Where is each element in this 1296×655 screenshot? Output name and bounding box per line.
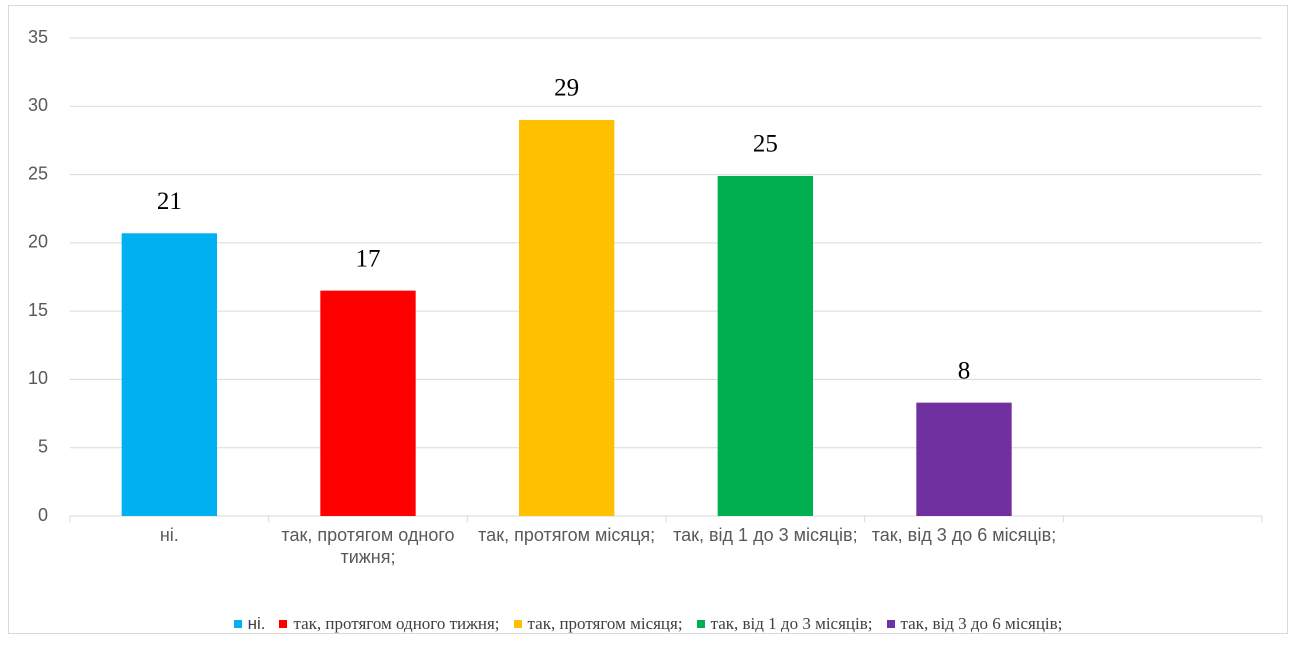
- y-tick-label: 30: [28, 95, 48, 115]
- x-label-box: ні.: [159, 525, 179, 545]
- legend-item: так, протягом місяця;: [513, 614, 683, 634]
- bar: [916, 402, 1012, 516]
- y-tick-label: 10: [28, 368, 48, 388]
- legend-item: так, від 1 до 3 місяців;: [696, 614, 873, 634]
- x-tick-label: так, протягом місяця;: [478, 525, 656, 545]
- x-tick-label: так, від 1 до 3 місяців;: [673, 525, 858, 545]
- data-label: 25: [753, 131, 778, 158]
- x-label-box: так, протягом одного тижня;: [281, 525, 455, 567]
- data-label: 29: [554, 75, 579, 102]
- legend-swatch: [513, 620, 522, 628]
- data-label: 21: [157, 188, 182, 215]
- legend-swatch: [696, 620, 705, 628]
- bar: [121, 233, 218, 516]
- legend-item: ні.: [233, 614, 266, 634]
- x-tick-label: так, протягом одного тижня;: [281, 525, 455, 567]
- y-tick-label: 20: [28, 232, 48, 252]
- bar: [320, 290, 416, 516]
- legend-label: так, протягом місяця;: [527, 614, 683, 633]
- legend: ні. так, протягом одного тижня; так, протя…: [0, 614, 1296, 634]
- legend-label: так, від 3 до 6 місяців;: [900, 614, 1063, 633]
- legend-swatch: [279, 620, 288, 628]
- legend-label: ні.: [247, 614, 266, 633]
- legend-label: так, протягом одного тижня;: [293, 614, 500, 633]
- legend-swatch: [886, 620, 895, 628]
- x-label-box: так, від 1 до 3 місяців;: [673, 525, 858, 545]
- x-label-box: так, протягом місяця;: [478, 525, 656, 545]
- legend-label: так, від 1 до 3 місяців;: [710, 614, 873, 633]
- y-tick-label: 25: [28, 163, 48, 183]
- x-tick-label: ні.: [159, 525, 179, 545]
- x-tick-label: так, від 3 до 6 місяців;: [871, 525, 1057, 545]
- y-tick-label: 35: [28, 27, 48, 47]
- y-tick-label: 15: [28, 300, 48, 320]
- data-label: 17: [356, 245, 381, 272]
- legend-item: так, протягом одного тижня;: [279, 614, 500, 634]
- chart-border: [8, 5, 1288, 634]
- data-label: 8: [958, 357, 971, 384]
- x-label-box: так, від 3 до 6 місяців;: [871, 525, 1057, 545]
- bar: [518, 119, 615, 516]
- legend-item: так, від 3 до 6 місяців;: [886, 614, 1063, 634]
- legend-swatch: [233, 620, 242, 628]
- y-tick-label: 5: [38, 436, 48, 456]
- y-tick-label: 0: [38, 505, 48, 525]
- bar: [717, 175, 814, 517]
